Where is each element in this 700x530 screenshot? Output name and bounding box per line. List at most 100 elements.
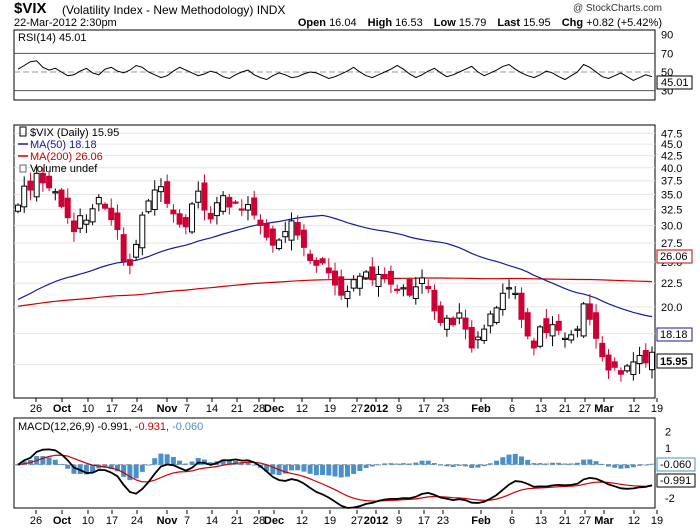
candle-body <box>506 287 513 290</box>
candle-body <box>114 212 121 231</box>
candle-body <box>282 231 289 238</box>
candle <box>46 171 53 192</box>
macd-legend-macd: -0.991, <box>94 421 134 433</box>
macd-hist-bar <box>562 463 568 465</box>
macd-hist-bar <box>357 464 363 471</box>
macd-x-label: 9 <box>396 515 402 527</box>
macd-hist-bar <box>351 464 357 474</box>
rsi-last-box <box>656 75 693 90</box>
price-x-label: 7 <box>184 403 190 415</box>
price-frame <box>13 124 656 399</box>
candle-body <box>213 202 220 217</box>
price-x-label: 17 <box>418 403 430 415</box>
macd-x-label: 17 <box>418 515 430 527</box>
price-x-label: 14 <box>206 403 218 415</box>
candle-body <box>406 279 413 296</box>
low-label: Low <box>433 17 456 29</box>
candle <box>33 166 40 202</box>
rsi-tick-label: 70 <box>661 48 673 60</box>
candle <box>201 174 208 221</box>
macd-panel: MACD(12,26,9) -0.991, -0.931, -0.060 2 10… <box>13 417 696 527</box>
macd-hist-bar <box>593 461 599 465</box>
price-x-label: 19 <box>651 403 663 415</box>
candle <box>114 204 121 240</box>
price-x-label: 21 <box>231 403 243 415</box>
macd-hist-bar <box>444 464 450 467</box>
candle <box>350 275 357 292</box>
candle <box>282 221 289 243</box>
candle-body <box>64 197 71 219</box>
candle-body <box>450 317 457 326</box>
candle <box>474 331 481 349</box>
legend-volume-icon <box>19 164 27 173</box>
candle <box>195 181 202 209</box>
candle <box>549 316 556 347</box>
candle <box>126 253 133 275</box>
candle-body <box>157 186 164 193</box>
candle-body <box>15 204 21 212</box>
macd-x-label: 27 <box>579 515 591 527</box>
macd-hist-last-text: -0.060 <box>660 459 691 471</box>
candle <box>617 367 624 382</box>
price-x-label: 19 <box>324 403 336 415</box>
ohlc-summary: Open 16.04 High 16.53 Low 15.79 Last 15.… <box>298 17 662 29</box>
price-tick-label: 37.5 <box>661 176 682 188</box>
candle-body <box>400 287 407 290</box>
macd-hist-bar <box>133 464 139 479</box>
macd-hist-bar <box>338 464 344 478</box>
candle-body <box>89 208 96 223</box>
candle <box>425 279 432 294</box>
candle-body <box>624 365 631 372</box>
candle-body <box>630 361 637 375</box>
macd-hist-last-box <box>656 457 696 472</box>
candle-body <box>381 274 388 279</box>
macd-x-label: 7 <box>184 515 190 527</box>
candle-body <box>605 354 612 371</box>
candle <box>381 267 388 283</box>
candle-body <box>524 312 531 337</box>
candle-body <box>518 292 525 320</box>
macd-hist-bar <box>618 464 624 469</box>
price-tick-label: 20.0 <box>661 302 682 314</box>
macd-hist-bar <box>469 464 475 469</box>
candle <box>561 332 568 348</box>
macd-hist-bar <box>220 459 226 465</box>
candle <box>338 269 345 300</box>
candle <box>443 314 450 337</box>
candle <box>276 238 283 251</box>
macd-hist-bar <box>518 456 524 465</box>
candle-body <box>33 172 40 198</box>
candle-body <box>139 214 146 249</box>
candle-body <box>232 201 239 204</box>
macd-hist-bar <box>407 463 413 465</box>
macd-hist-bar <box>612 464 618 468</box>
brand-credit: @ StockCharts.com <box>572 3 662 14</box>
candle <box>120 227 127 267</box>
macd-line <box>17 448 653 509</box>
macd-hist-bar <box>419 460 425 465</box>
macd-hist-bar <box>450 464 456 468</box>
candle-body <box>108 207 115 221</box>
candle <box>89 204 96 226</box>
price-x-label: Mar <box>594 403 614 415</box>
macd-hist-bar <box>195 458 201 465</box>
macd-x-label: 19 <box>324 515 336 527</box>
candle-body <box>46 175 53 189</box>
macd-x-label: 12 <box>628 515 640 527</box>
candle-body <box>70 220 77 233</box>
macd-hist-bar <box>170 456 176 465</box>
macd-hist-bar <box>531 463 537 465</box>
candle-body <box>487 313 494 327</box>
candle <box>431 284 438 320</box>
price-tick-label: 47.5 <box>661 128 682 140</box>
candle <box>599 336 606 362</box>
candle <box>630 352 637 381</box>
price-y-ticks: 15.017.520.022.525.027.530.032.535.037.5… <box>661 128 682 371</box>
candle-body <box>574 328 581 331</box>
candle <box>226 194 233 215</box>
price-x-label: 6 <box>509 403 515 415</box>
candle <box>387 265 394 294</box>
price-x-label: 28 <box>253 403 265 415</box>
legend-ma200: MA(200) 26.06 <box>18 151 103 163</box>
